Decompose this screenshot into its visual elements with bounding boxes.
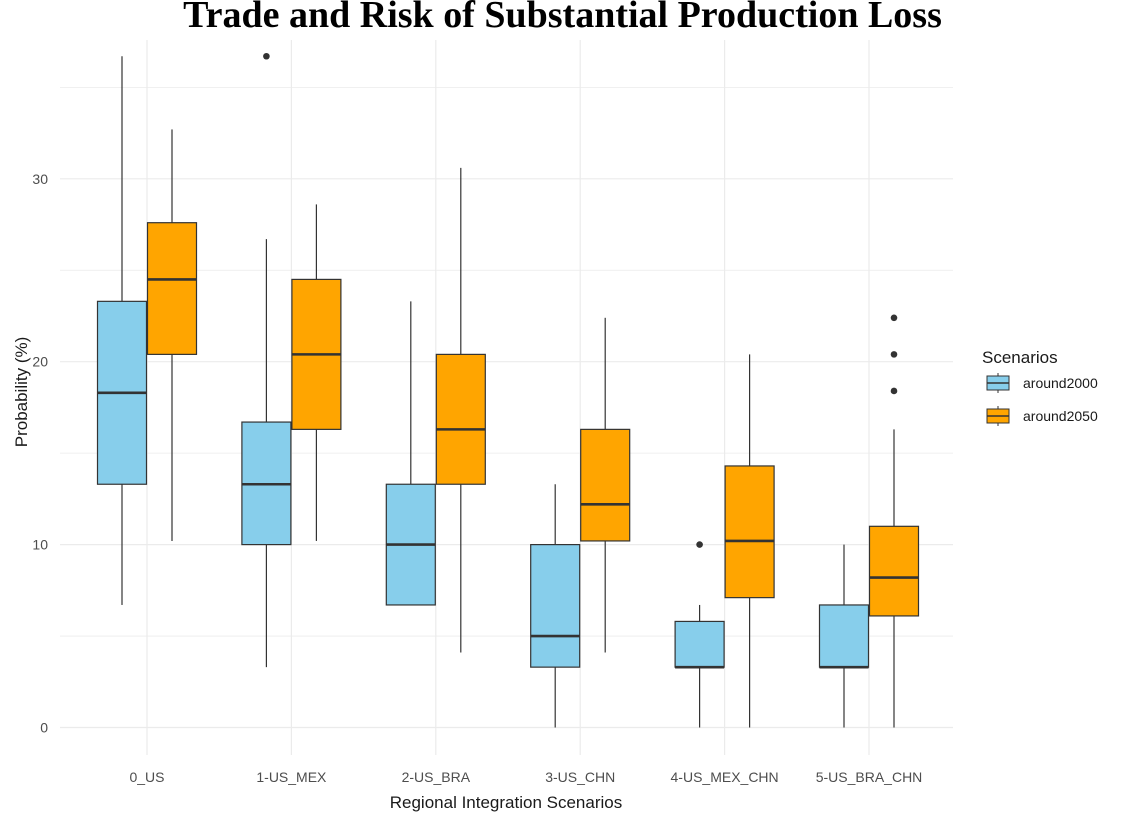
y-tick-label: 0 <box>40 720 48 736</box>
box-iqr <box>435 353 486 485</box>
box-iqr <box>724 465 775 599</box>
box-around2000-5-US_BRA_CHN <box>818 544 870 728</box>
box-around2050-2-US_BRA <box>435 167 486 653</box>
outlier-point <box>890 351 898 358</box>
outlier-point <box>890 314 898 322</box>
box-around2000-3-US_CHN <box>530 484 581 728</box>
legend-label: around2000 <box>1023 375 1098 391</box>
y-tick-label: 30 <box>32 171 48 187</box>
y-tick-label: 10 <box>32 537 48 553</box>
x-tick-label: 3-US_CHN <box>545 769 615 785</box>
x-tick-label: 4-US_MEX_CHN <box>671 769 779 785</box>
box-around2000-0_US <box>96 56 148 605</box>
x-tick-label: 0_US <box>129 769 164 785</box>
y-axis-ticks: 0 10 20 30 <box>32 171 48 736</box>
box-around2050-4-US_MEX_CHN <box>724 354 775 728</box>
box-around2000-1-US_MEX <box>241 52 292 668</box>
y-tick-label: 20 <box>32 354 48 370</box>
legend-label: around2050 <box>1023 408 1098 424</box>
legend-item-around2000: around2000 <box>986 373 1098 393</box>
box-iqr <box>818 604 870 668</box>
chart-title: Trade and Risk of Substantial Production… <box>183 0 942 36</box>
box-around2050-3-US_CHN <box>580 317 631 653</box>
box-iqr <box>530 543 581 668</box>
boxes <box>96 52 920 728</box>
x-tick-label: 5-US_BRA_CHN <box>816 769 923 785</box>
box-around2000-2-US_BRA <box>385 301 436 606</box>
legend-item-around2050: around2050 <box>986 406 1098 426</box>
box-iqr <box>674 620 725 668</box>
box-around2050-0_US <box>146 129 198 541</box>
box-around2000-4-US_MEX_CHN <box>674 541 725 728</box>
x-axis-ticks: 0_US 1-US_MEX 2-US_BRA 3-US_CHN 4-US_MEX_CHN… <box>129 769 922 785</box>
y-axis-title: Probability (%) <box>12 337 31 448</box>
box-iqr <box>146 222 198 355</box>
x-tick-label: 2-US_BRA <box>402 769 471 785</box>
x-axis-title: Regional Integration Scenarios <box>390 793 622 812</box>
outlier-point <box>890 387 898 395</box>
x-tick-label: 1-US_MEX <box>256 769 327 785</box>
box-iqr <box>868 525 920 617</box>
outlier-point <box>263 52 270 60</box>
outlier-point <box>696 541 703 548</box>
legend: Scenarios around2000 around2050 <box>982 348 1098 426</box>
legend-title: Scenarios <box>982 348 1058 367</box>
box-around2050-1-US_MEX <box>291 204 342 541</box>
box-around2050-5-US_BRA_CHN <box>868 314 920 728</box>
box-iqr <box>580 428 631 542</box>
